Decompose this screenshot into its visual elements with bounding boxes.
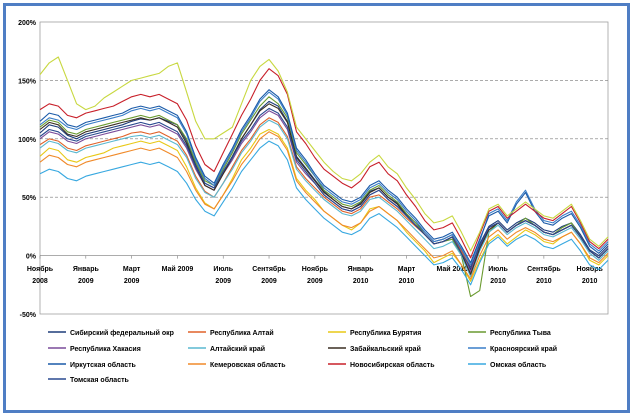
x-tick-label: Июль	[488, 266, 508, 273]
x-tick-label-year: 2010	[490, 278, 506, 285]
legend-label: Сибирский федеральный окр	[70, 329, 174, 337]
legend: Сибирский федеральный окр Республика Алта…	[48, 329, 557, 384]
x-tick-label: Март	[398, 266, 416, 273]
series-lines	[39, 56, 609, 298]
x-tick-label-year: 2010	[353, 278, 369, 285]
x-tick-label-year: 2008	[32, 278, 48, 285]
y-tick-label: 0%	[26, 254, 37, 261]
x-tick-label: Январь	[73, 266, 100, 273]
legend-label: Новосибирская область	[350, 361, 435, 369]
y-tick-label: 150%	[18, 78, 37, 85]
x-tick-label: Ноябрь	[577, 265, 604, 273]
series-line	[39, 56, 609, 252]
series-line	[39, 68, 609, 259]
x-tick-label: Май 2010	[436, 265, 468, 273]
x-tick-label: Май 2009	[162, 265, 194, 273]
legend-label: Забайкальский край	[350, 345, 421, 353]
series-line	[39, 100, 609, 271]
series-line	[39, 107, 609, 268]
y-tick-label: 200%	[18, 20, 37, 27]
x-tick-label-year: 2009	[78, 278, 94, 285]
legend-label: Республика Алтай	[210, 329, 274, 337]
legend-label: Республика Хакасия	[70, 345, 141, 353]
series-line	[39, 119, 609, 278]
x-tick-label: Март	[123, 266, 141, 273]
x-tick-label-year: 2009	[124, 278, 140, 285]
x-tick-label-year: 2009	[261, 278, 277, 285]
y-tick-label: -50%	[20, 312, 37, 319]
x-axis: Ноябрь 2008 Январь 2009 Март 2009 Май 2009 Июль…	[27, 255, 604, 285]
x-tick-label: Июль	[213, 266, 233, 273]
series-line	[39, 140, 609, 286]
x-tick-label-year: 2009	[215, 278, 231, 285]
legend-label: Иркутская область	[70, 361, 137, 369]
plot-area	[39, 21, 609, 315]
y-tick-label: 100%	[18, 137, 37, 144]
x-tick-label-year: 2010	[582, 278, 598, 285]
legend-label: Республика Бурятия	[350, 329, 421, 337]
x-tick-label: Ноябрь	[27, 265, 54, 273]
x-tick-label: Сентябрь	[252, 265, 286, 273]
x-tick-label-year: 2010	[536, 278, 552, 285]
x-tick-label-year: 2009	[307, 278, 323, 285]
legend-label: Кемеровская область	[210, 361, 286, 369]
series-line	[39, 131, 609, 280]
x-tick-label-year: 2010	[399, 278, 415, 285]
legend-label: Томская область	[70, 376, 130, 384]
x-tick-label: Январь	[348, 266, 375, 273]
legend-label: Красноярский край	[490, 345, 557, 353]
x-tick-label: Ноябрь	[302, 265, 329, 273]
series-line	[39, 89, 609, 264]
legend-label: Алтайский край	[210, 345, 265, 353]
series-line	[39, 91, 609, 266]
plot-background	[39, 21, 609, 315]
y-tick-label: 50%	[22, 195, 37, 202]
legend-label: Омская область	[490, 361, 547, 369]
x-tick-label: Сентябрь	[527, 265, 561, 273]
legend-label: Республика Тыва	[490, 329, 551, 337]
y-axis: 200% 150% 100% 50% 0% -50%	[18, 20, 37, 319]
gridlines	[40, 80, 608, 256]
